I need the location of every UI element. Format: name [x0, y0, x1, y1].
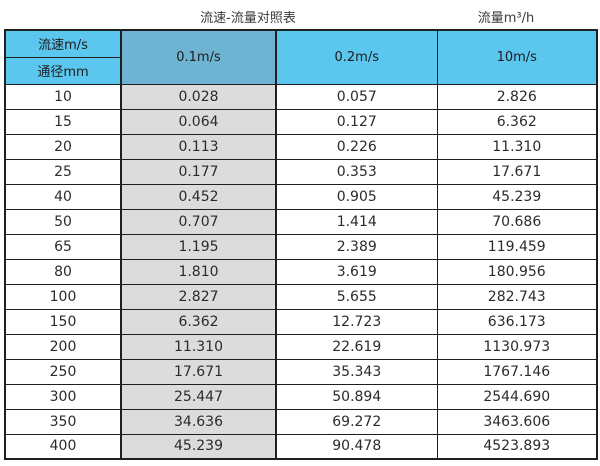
cell-flow-value: 2.827: [120, 283, 277, 310]
table-row: 25 0.177 0.353 17.671: [4, 158, 598, 185]
header-diameter-label: 通径mm: [4, 56, 122, 85]
cell-flow-value: 1.810: [120, 258, 277, 285]
flow-rate-table: 流速m/s 0.1m/s 0.2m/s 10m/s 通径mm 10 0.028 0.…: [4, 29, 598, 460]
cell-flow-value: 1130.973: [436, 333, 598, 360]
title-bar: 流速-流量对照表 流量m³/h: [0, 0, 600, 29]
cell-flow-value: 1.414: [275, 208, 438, 235]
table-header: 流速m/s 0.1m/s 0.2m/s 10m/s 通径mm: [4, 29, 598, 85]
cell-flow-value: 70.686: [436, 208, 598, 235]
cell-flow-value: 282.743: [436, 283, 598, 310]
cell-flow-value: 45.239: [436, 183, 598, 210]
cell-flow-value: 2.826: [436, 83, 598, 110]
cell-flow-value: 69.272: [275, 408, 438, 435]
cell-flow-value: 90.478: [275, 433, 438, 460]
cell-flow-value: 35.343: [275, 358, 438, 385]
cell-flow-value: 50.894: [275, 383, 438, 410]
cell-diameter: 400: [4, 433, 122, 460]
table-row: 40 0.452 0.905 45.239: [4, 183, 598, 210]
table-row: 200 11.310 22.619 1130.973: [4, 333, 598, 360]
cell-flow-value: 25.447: [120, 383, 277, 410]
cell-diameter: 300: [4, 383, 122, 410]
cell-diameter: 100: [4, 283, 122, 310]
cell-flow-value: 0.905: [275, 183, 438, 210]
cell-diameter: 200: [4, 333, 122, 360]
cell-diameter: 15: [4, 108, 122, 135]
cell-flow-value: 22.619: [275, 333, 438, 360]
table-row: 15 0.064 0.127 6.362: [4, 108, 598, 135]
cell-flow-value: 11.310: [120, 333, 277, 360]
cell-diameter: 350: [4, 408, 122, 435]
cell-flow-value: 0.177: [120, 158, 277, 185]
cell-diameter: 80: [4, 258, 122, 285]
cell-flow-value: 11.310: [436, 133, 598, 160]
table-title: 流速-流量对照表: [200, 11, 296, 26]
header-col-0-1ms: 0.1m/s: [120, 29, 277, 85]
cell-diameter: 40: [4, 183, 122, 210]
cell-flow-value: 0.127: [275, 108, 438, 135]
cell-flow-value: 0.113: [120, 133, 277, 160]
cell-flow-value: 2544.690: [436, 383, 598, 410]
cell-flow-value: 12.723: [275, 308, 438, 335]
cell-flow-value: 0.057: [275, 83, 438, 110]
cell-flow-value: 0.226: [275, 133, 438, 160]
cell-flow-value: 6.362: [436, 108, 598, 135]
cell-flow-value: 0.707: [120, 208, 277, 235]
cell-diameter: 25: [4, 158, 122, 185]
cell-flow-value: 119.459: [436, 233, 598, 260]
cell-diameter: 20: [4, 133, 122, 160]
table-body: 10 0.028 0.057 2.826 15 0.064 0.127 6.362 20 0.11…: [4, 83, 598, 460]
cell-flow-value: 1.195: [120, 233, 277, 260]
header-row-bottom: 通径mm: [4, 56, 597, 85]
cell-flow-value: 4523.893: [436, 433, 598, 460]
table-row: 400 45.239 90.478 4523.893: [4, 433, 598, 460]
table-row: 300 25.447 50.894 2544.690: [4, 383, 598, 410]
cell-diameter: 65: [4, 233, 122, 260]
cell-flow-value: 45.239: [120, 433, 277, 460]
table-row: 150 6.362 12.723 636.173: [4, 308, 598, 335]
cell-flow-value: 6.362: [120, 308, 277, 335]
table-row: 350 34.636 69.272 3463.606: [4, 408, 598, 435]
cell-flow-value: 17.671: [120, 358, 277, 385]
cell-flow-value: 0.452: [120, 183, 277, 210]
header-col-0-2ms: 0.2m/s: [275, 29, 438, 85]
table-row: 50 0.707 1.414 70.686: [4, 208, 598, 235]
cell-flow-value: 0.064: [120, 108, 277, 135]
table-row: 250 17.671 35.343 1767.146: [4, 358, 598, 385]
header-col-10ms: 10m/s: [436, 29, 598, 85]
cell-diameter: 150: [4, 308, 122, 335]
table-row: 100 2.827 5.655 282.743: [4, 283, 598, 310]
header-velocity-label: 流速m/s: [4, 29, 122, 58]
cell-diameter: 10: [4, 83, 122, 110]
cell-flow-value: 5.655: [275, 283, 438, 310]
cell-flow-value: 636.173: [436, 308, 598, 335]
cell-diameter: 250: [4, 358, 122, 385]
cell-flow-value: 0.353: [275, 158, 438, 185]
cell-flow-value: 1767.146: [436, 358, 598, 385]
table-row: 65 1.195 2.389 119.459: [4, 233, 598, 260]
cell-flow-value: 3.619: [275, 258, 438, 285]
cell-flow-value: 3463.606: [436, 408, 598, 435]
flow-unit-label: 流量m³/h: [477, 11, 535, 26]
table-row: 10 0.028 0.057 2.826: [4, 83, 598, 110]
cell-flow-value: 34.636: [120, 408, 277, 435]
cell-flow-value: 2.389: [275, 233, 438, 260]
cell-flow-value: 17.671: [436, 158, 598, 185]
table-row: 20 0.113 0.226 11.310: [4, 133, 598, 160]
cell-diameter: 50: [4, 208, 122, 235]
table-row: 80 1.810 3.619 180.956: [4, 258, 598, 285]
cell-flow-value: 0.028: [120, 83, 277, 110]
cell-flow-value: 180.956: [436, 258, 598, 285]
header-row-top: 流速m/s 0.1m/s 0.2m/s 10m/s: [4, 29, 598, 85]
